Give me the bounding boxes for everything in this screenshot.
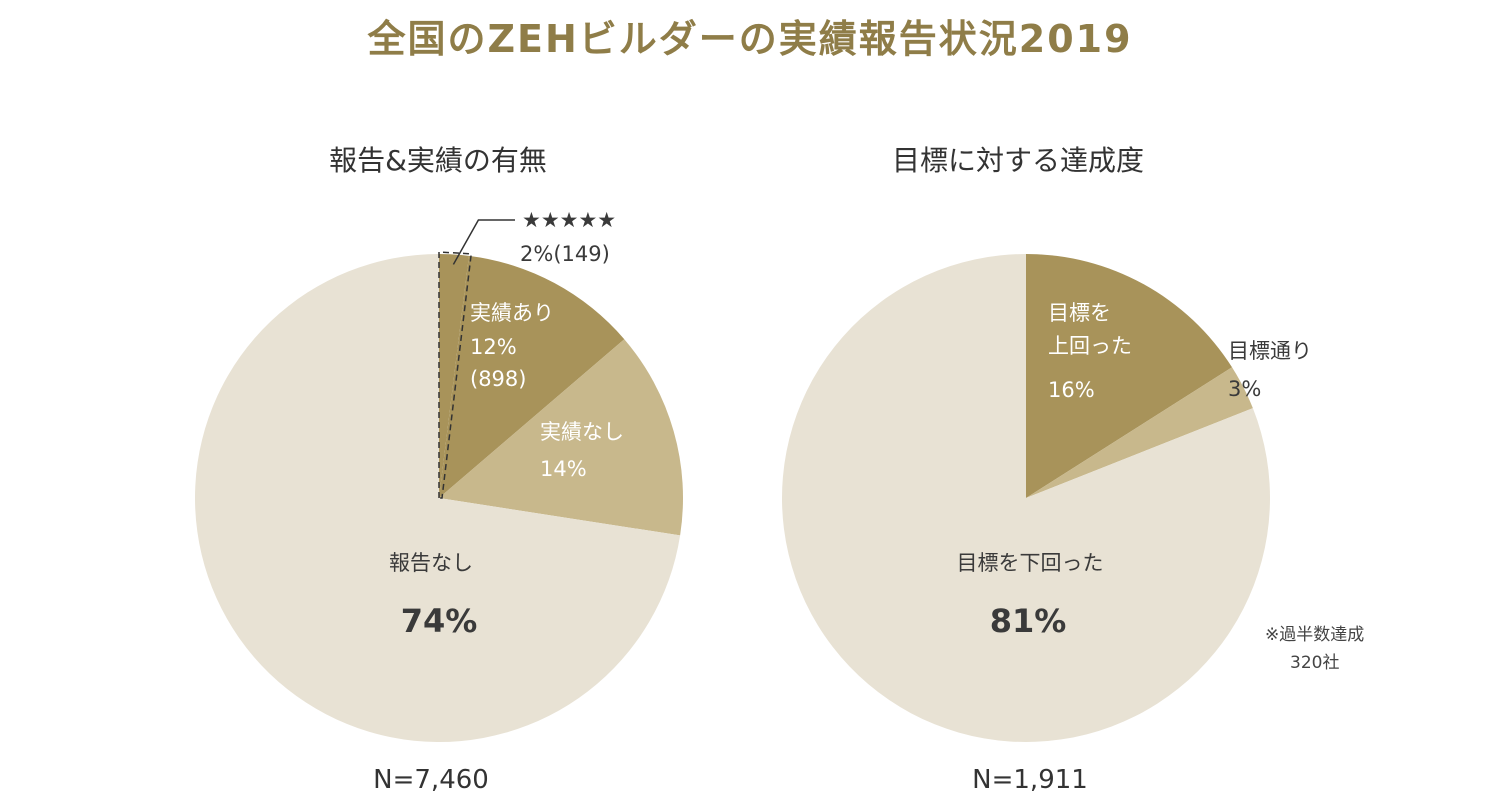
pie1-slice-1: [439, 255, 625, 498]
pie2-slice-0: [1026, 254, 1233, 498]
pie2-slice-1: [1026, 367, 1253, 498]
slice-jisseki-nashi-label: 14%: [540, 457, 587, 481]
slice-shitamawatta-name: 目標を下回った: [957, 551, 1104, 575]
slice-mokuhyo-doori-name: 目標通り: [1228, 339, 1312, 363]
chart-1-n: N=7,460: [373, 765, 489, 795]
slice-houkoku-nashi-name: 報告なし: [389, 551, 473, 575]
slice-jisseki-ari-label: 12%: [470, 335, 517, 359]
pie-chart-report: 報告&実績の有無 ★★★★★ 2%(149) 実績あり 12% (898) 実績…: [194, 144, 683, 795]
slice-uwamawatta-label: 16%: [1048, 378, 1095, 402]
slice-shitamawatta-label: 81%: [990, 602, 1067, 640]
star-slice-label: 2%(149): [520, 242, 610, 266]
chart-2-note-line2: 320社: [1290, 653, 1339, 673]
pie-chart-achievement: 目標に対する達成度 目標を 上回った 16% 目標通り 3% 目標を下回った 8…: [781, 144, 1364, 795]
slice-jisseki-ari-count: (898): [470, 367, 526, 391]
pie2-slice-2: [781, 254, 1270, 742]
star-slice-leader-line: [452, 219, 515, 265]
chart-1-title: 報告&実績の有無: [329, 144, 547, 177]
slice-houkoku-nashi-label: 74%: [401, 602, 478, 640]
star-slice-name: ★★★★★: [522, 208, 616, 232]
slice-mokuhyo-doori-label: 3%: [1228, 377, 1261, 401]
chart-2-title: 目標に対する達成度: [892, 144, 1144, 177]
pie1-slice-3: [194, 254, 681, 743]
slice-uwamawatta-name-line2: 上回った: [1048, 334, 1132, 358]
chart-2-n: N=1,911: [972, 765, 1088, 795]
main-title: 全国のZEHビルダーの実績報告状況2019: [367, 17, 1133, 61]
pie1-slice-2: [439, 339, 683, 536]
slice-jisseki-nashi-name: 実績なし: [540, 420, 624, 444]
star-slice-highlight-box: [438, 251, 473, 499]
chart-2-note-line1: ※過半数達成: [1265, 625, 1364, 645]
slice-uwamawatta-name-line1: 目標を: [1048, 301, 1111, 325]
slice-jisseki-ari-name: 実績あり: [470, 301, 554, 325]
pie1-slice-0: [439, 254, 469, 498]
